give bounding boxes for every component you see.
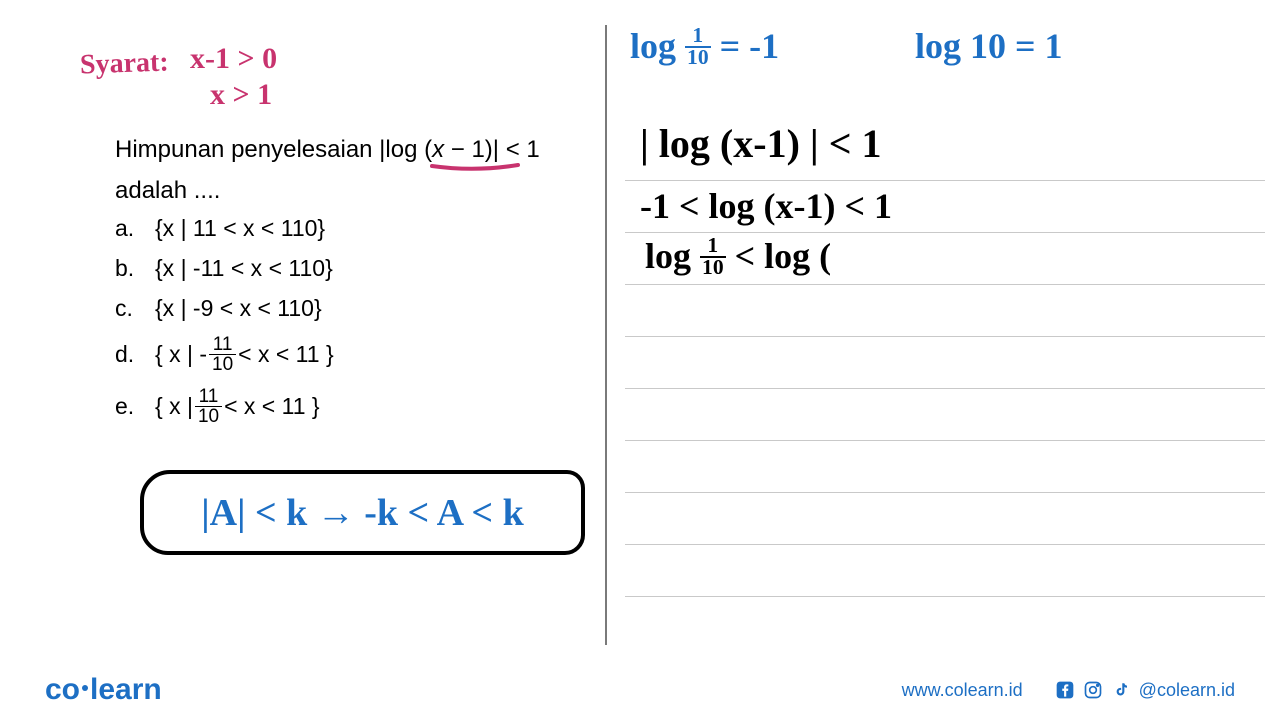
work-step1: | log (x-1) | < 1 [640,120,881,167]
logo-part2: learn [90,673,162,706]
hint-eq1: log 110 = -1 [630,25,779,70]
denominator: 10 [700,258,726,277]
ruled-line [625,440,1265,441]
ruled-line [625,388,1265,389]
syarat-condition-2: x > 1 [210,78,272,112]
social-handle: @colearn.id [1139,680,1235,701]
option-c: c. {x | -9 < x < 110} [115,295,334,322]
fraction: 110 [685,26,711,67]
vertical-divider [605,25,607,645]
option-letter: b. [115,255,155,282]
eq1-prefix: log [630,26,685,66]
left-pane: Syarat: x-1 > 0 x > 1 Himpunan penyelesa… [0,0,605,720]
rule-box: |A| < k → -k < A < k [140,470,585,555]
tiktok-icon [1111,680,1131,700]
ruled-line [625,492,1265,493]
absolute-value-rule: |A| < k → -k < A < k [201,491,523,535]
problem-x: x [432,136,444,163]
colearn-logo: colearn [45,673,162,707]
instagram-icon [1083,680,1103,700]
problem-mid: − 1)| < 1 [444,136,540,163]
ruled-line [625,232,1265,233]
option-letter: e. [115,393,155,420]
option-text: {x | -9 < x < 110} [155,295,322,322]
footer: colearn www.colearn.id @colearn.id [0,660,1280,720]
numerator: 11 [209,335,236,355]
denominator: 10 [195,407,222,426]
social-links: @colearn.id [1055,680,1235,701]
option-letter: c. [115,295,155,322]
denominator: 10 [209,355,236,374]
option-text: {x | 11 < x < 110} [155,215,325,242]
option-letter: d. [115,341,155,368]
hint-eq2: log 10 = 1 [915,25,1063,67]
logo-dot-icon [82,685,88,691]
option-e: e. { x | 11 10 < x < 11 } [115,387,334,426]
pink-underline [430,162,520,172]
option-suffix: < x < 11 } [238,341,333,368]
option-prefix: { x | - [155,341,207,368]
option-letter: a. [115,215,155,242]
numerator: 11 [195,387,222,407]
step3-prefix: log [645,236,700,276]
work-step3: log 110 < log ( [645,235,831,280]
step3-suffix: < log ( [726,236,832,276]
option-a: a. {x | 11 < x < 110} [115,215,334,242]
denominator: 10 [685,48,711,67]
right-pane: log 110 = -1 log 10 = 1 | log (x-1) | < … [625,0,1265,720]
problem-line2: adalah .... [115,177,220,204]
ruled-line [625,596,1265,597]
syarat-label: Syarat: [79,46,169,81]
eq1-suffix: = -1 [711,26,780,66]
fraction: 110 [700,236,726,277]
footer-right: www.colearn.id @colearn.id [902,680,1235,701]
option-text: {x | -11 < x < 110} [155,255,333,282]
ruled-line [625,180,1265,181]
facebook-icon [1055,680,1075,700]
problem-prefix: Himpunan penyelesaian |log ( [115,136,432,163]
option-d: d. { x | - 11 10 < x < 11 } [115,335,334,374]
ruled-line [625,284,1265,285]
ruled-line [625,336,1265,337]
website-url: www.colearn.id [902,680,1023,701]
fraction: 11 10 [195,387,222,426]
option-prefix: { x | [155,393,193,420]
syarat-condition-1: x-1 > 0 [190,42,277,76]
option-b: b. {x | -11 < x < 110} [115,255,334,282]
option-suffix: < x < 11 } [224,393,319,420]
options-list: a. {x | 11 < x < 110} b. {x | -11 < x < … [115,215,334,439]
ruled-line [625,544,1265,545]
logo-part1: co [45,673,80,706]
fraction: 11 10 [209,335,236,374]
work-step2: -1 < log (x-1) < 1 [640,185,892,227]
